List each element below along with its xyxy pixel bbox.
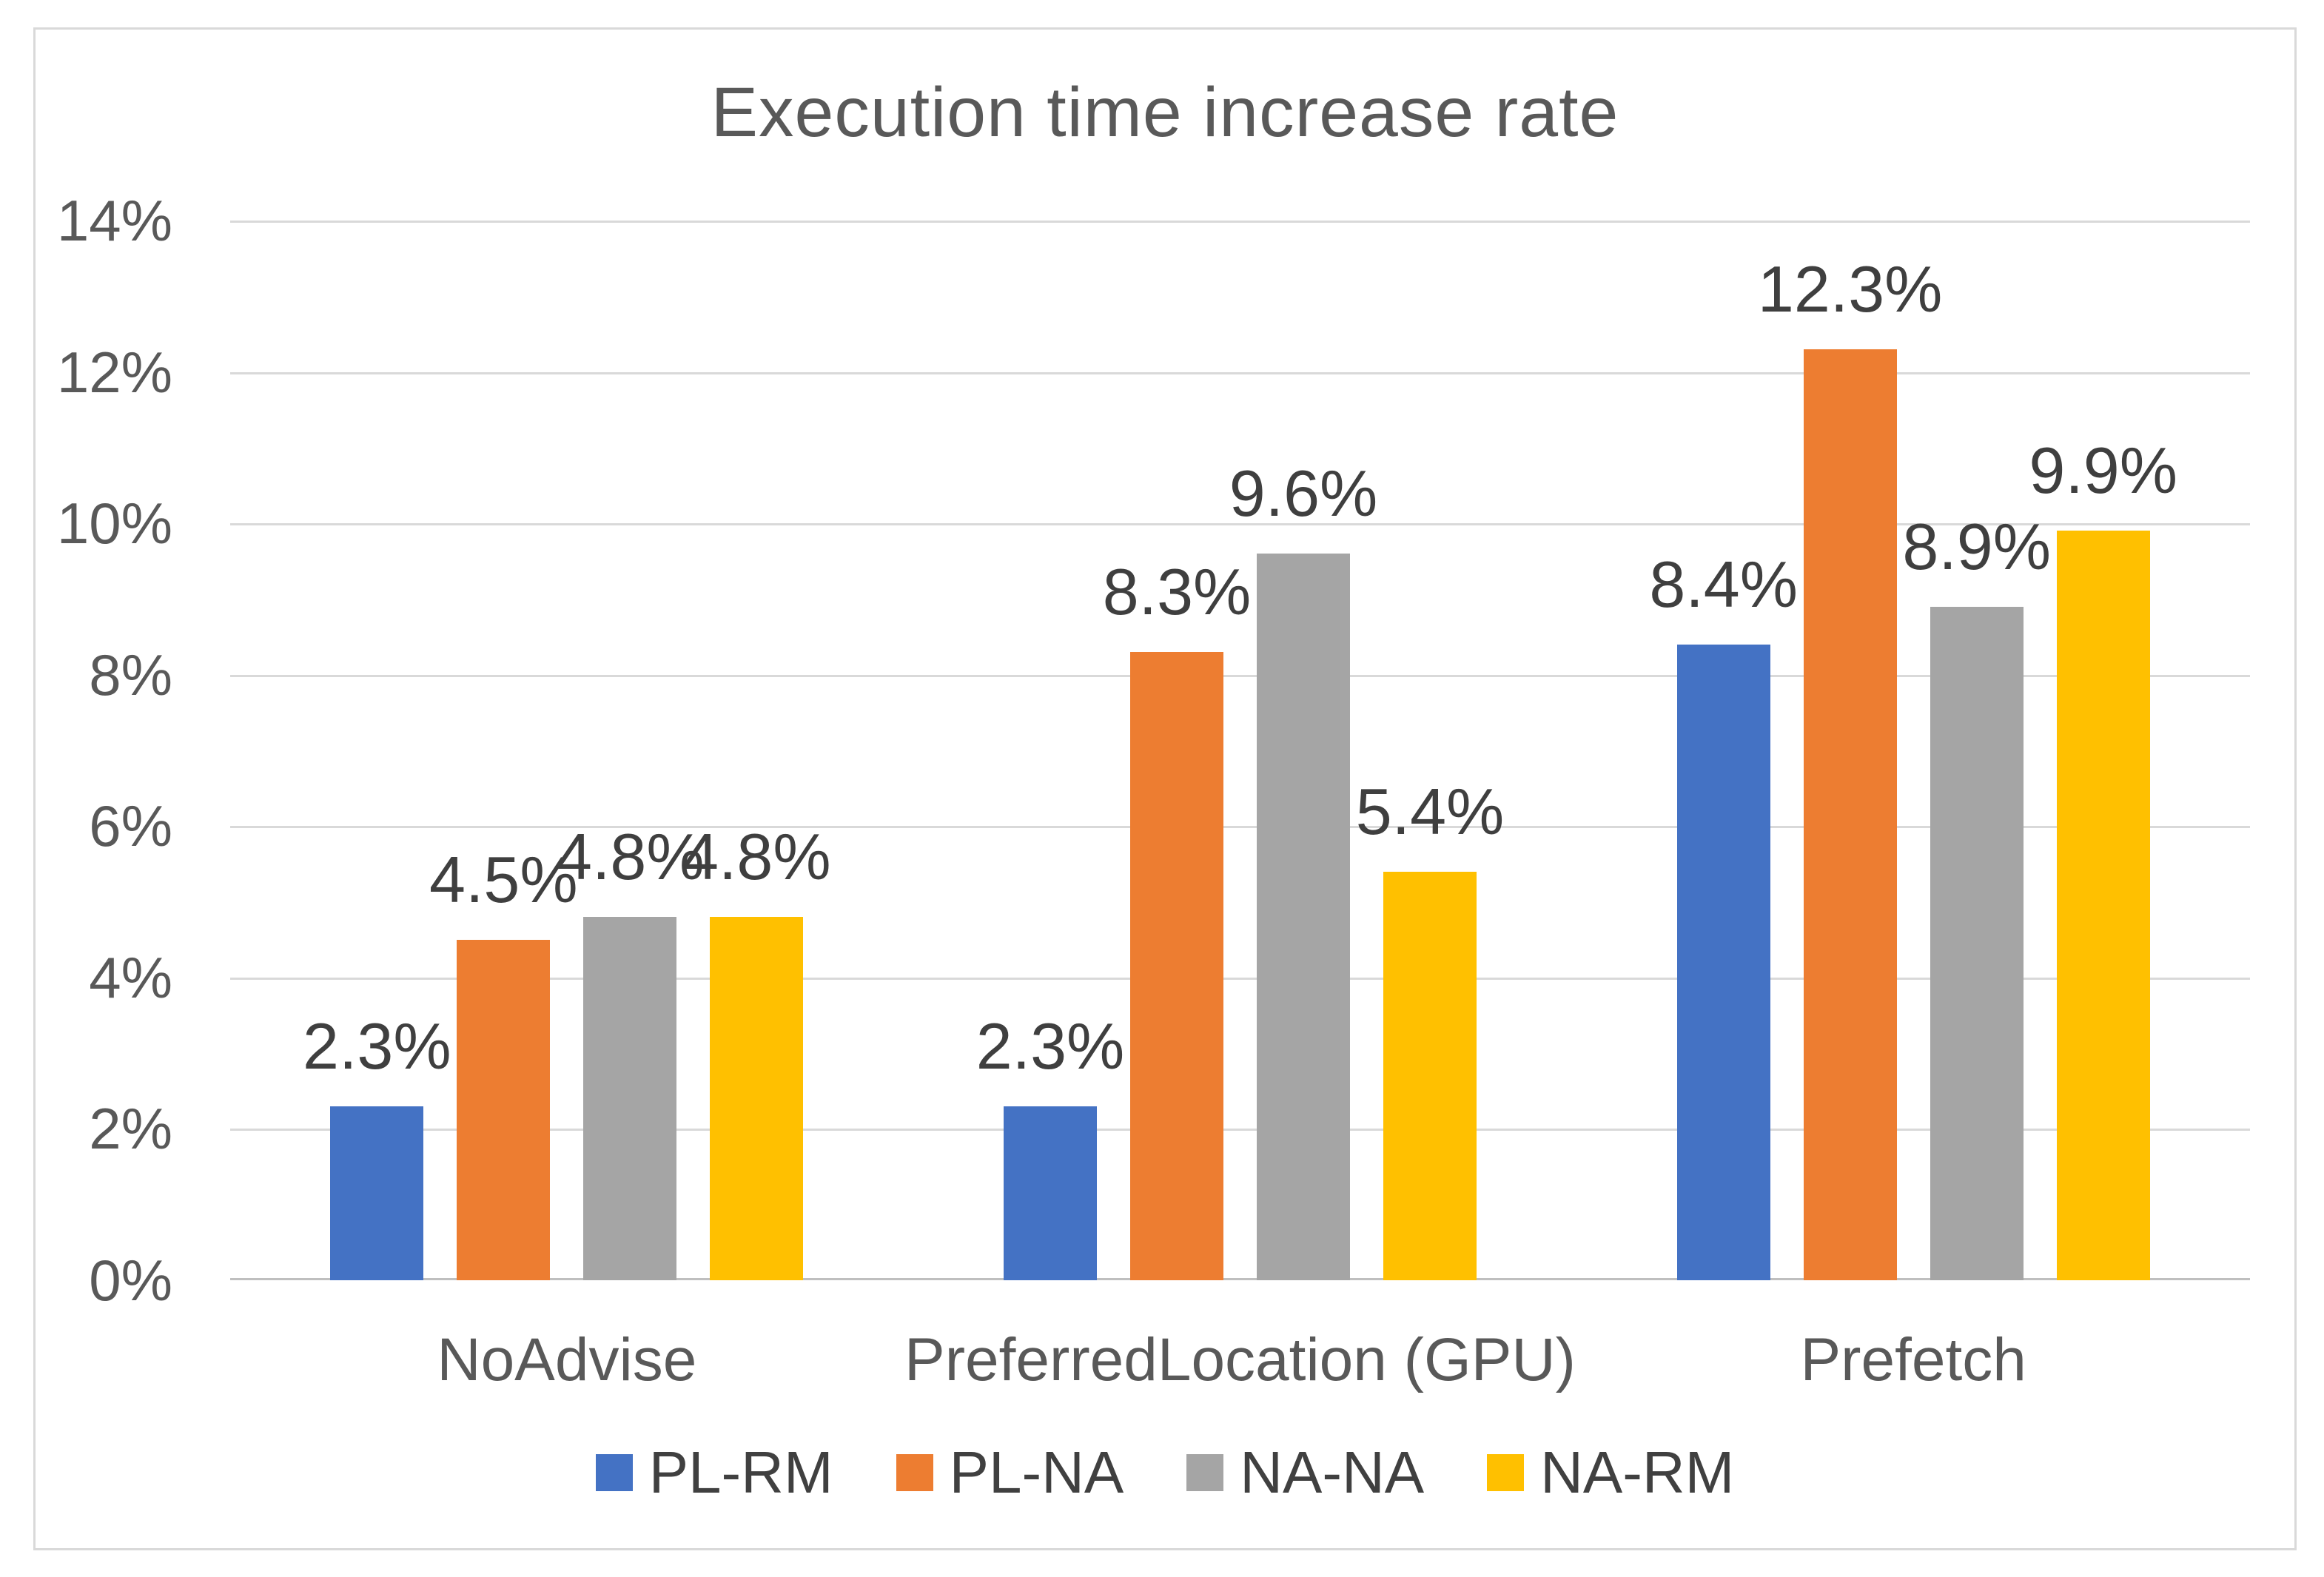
bar-pl-rm — [330, 1106, 424, 1280]
bar-slot: 9.6% — [1229, 221, 1377, 1280]
y-tick-label: 4% — [89, 944, 172, 1010]
gridline — [230, 371, 2250, 374]
bar-na-rm — [1383, 872, 1477, 1280]
x-axis-line — [230, 1278, 2250, 1280]
bar-na-rm — [2056, 531, 2150, 1280]
bar-group: 8.4% 12.3% 8.9% 9.9% — [1576, 221, 2250, 1280]
x-axis: NoAdvise PreferredLocation (GPU) Prefetch — [230, 1323, 2250, 1397]
bar-value-label: 2.3% — [975, 1009, 1125, 1083]
bar-pl-rm — [1004, 1106, 1097, 1280]
legend-item-pl-rm: PL-RM — [595, 1439, 833, 1507]
legend: PL-RM PL-NA NA-NA NA-RM — [36, 1439, 2294, 1507]
bar-slot: 12.3% — [1758, 221, 1942, 1280]
y-tick-label: 12% — [56, 339, 172, 405]
bar-value-label: 8.3% — [1102, 555, 1252, 628]
bar-pl-na — [1130, 652, 1223, 1280]
gridline — [230, 674, 2250, 677]
legend-item-na-rm: NA-RM — [1487, 1439, 1734, 1507]
bar-group: 2.3% 4.5% 4.8% 4.8% — [230, 221, 904, 1280]
legend-swatch-icon — [595, 1454, 633, 1491]
gridline — [230, 826, 2250, 829]
y-tick-label: 0% — [89, 1248, 172, 1313]
bar-value-label: 9.9% — [2029, 434, 2177, 507]
bar-value-label: 5.4% — [1355, 775, 1505, 848]
y-tick-label: 14% — [56, 188, 172, 253]
gridline — [230, 523, 2250, 526]
bar-slot: 2.3% — [976, 221, 1124, 1280]
legend-swatch-icon — [1186, 1454, 1224, 1491]
bar-na-na — [1257, 554, 1350, 1280]
x-tick-label: Prefetch — [1800, 1326, 2026, 1393]
bar-slot: 4.8% — [556, 221, 705, 1280]
bar-slot: 8.3% — [1103, 221, 1251, 1280]
gridline — [230, 1129, 2250, 1132]
x-tick-label: NoAdvise — [437, 1326, 697, 1393]
bar-value-label: 4.8% — [682, 820, 831, 893]
y-tick-label: 2% — [89, 1096, 172, 1162]
bar-na-na — [1930, 607, 2024, 1280]
bar-value-label: 8.9% — [1902, 510, 2051, 583]
legend-item-pl-na: PL-NA — [896, 1439, 1124, 1507]
y-tick-label: 6% — [89, 793, 172, 859]
bar-slot: 8.9% — [1902, 221, 2051, 1280]
legend-swatch-icon — [1487, 1454, 1525, 1491]
legend-label: PL-NA — [949, 1439, 1124, 1505]
legend-label: PL-RM — [648, 1439, 833, 1505]
bar-slot: 8.4% — [1649, 221, 1798, 1280]
bar-na-rm — [710, 917, 804, 1280]
bar-slot: 9.9% — [2029, 221, 2177, 1280]
bar-value-label: 12.3% — [1757, 252, 1943, 326]
bar-value-label: 4.8% — [556, 820, 705, 893]
bar-slot: 4.5% — [429, 221, 578, 1280]
bar-value-label: 9.6% — [1229, 457, 1378, 530]
bar-value-label: 2.3% — [303, 1009, 451, 1083]
y-tick-label: 8% — [89, 642, 172, 707]
chart-frame: Execution time increase rate 14% 12% 10% 8%… — [33, 27, 2297, 1550]
legend-label: NA-NA — [1240, 1439, 1425, 1505]
y-axis: 14% 12% 10% 8% 6% 4% 2% 0% — [36, 30, 172, 1548]
bar-na-na — [583, 917, 677, 1280]
legend-item-na-na: NA-NA — [1186, 1439, 1424, 1507]
bar-slot: 5.4% — [1356, 221, 1504, 1280]
plot-area: 2.3% 4.5% 4.8% 4.8% 2.3% 8.3% 9.6% 5.4% 8.4% 12.3… — [230, 221, 2250, 1280]
legend-swatch-icon — [896, 1454, 933, 1491]
gridline — [230, 977, 2250, 980]
bar-groups: 2.3% 4.5% 4.8% 4.8% 2.3% 8.3% 9.6% 5.4% 8.4% 12.3… — [230, 221, 2250, 1280]
bar-value-label: 4.5% — [429, 843, 578, 916]
legend-label: NA-RM — [1540, 1439, 1735, 1505]
chart-title: Execution time increase rate — [711, 73, 1619, 152]
bar-pl-na — [457, 940, 551, 1280]
bar-slot: 4.8% — [682, 221, 831, 1280]
bar-pl-na — [1803, 349, 1897, 1280]
x-tick-label: PreferredLocation (GPU) — [904, 1326, 1576, 1393]
bar-slot: 2.3% — [303, 221, 451, 1280]
bar-value-label: 8.4% — [1649, 548, 1798, 621]
gridline — [230, 221, 2250, 223]
bar-group: 2.3% 8.3% 9.6% 5.4% — [904, 221, 1577, 1280]
bar-pl-rm — [1676, 645, 1770, 1280]
y-tick-label: 10% — [56, 491, 172, 557]
